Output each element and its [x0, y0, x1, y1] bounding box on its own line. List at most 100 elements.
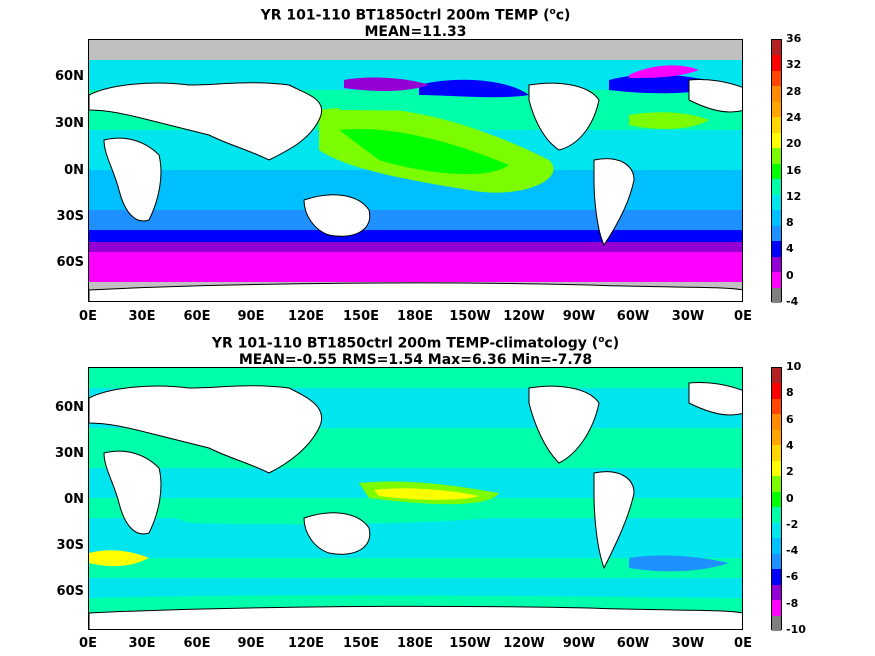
- panel1-lon-11: 30W: [671, 309, 705, 324]
- panel1-colorbar-label: 12: [786, 189, 802, 203]
- panel1-title: YR 101-110 BT1850ctrl 200m TEMP (oc) MEA…: [88, 4, 743, 40]
- panel1-lon-3: 90E: [237, 309, 265, 324]
- panel2-colorbar-swatch: [772, 522, 781, 539]
- panel2-lat-60n: 60N: [55, 400, 84, 415]
- panel2-title: YR 101-110 BT1850ctrl 200m TEMP-climatol…: [88, 332, 743, 368]
- panel2-lat-0n: 0N: [64, 492, 84, 507]
- panel1-colorbar-swatch: [772, 117, 781, 133]
- panel1-colorbar-label: 32: [786, 58, 802, 72]
- panel2-lon-1: 30E: [128, 636, 156, 651]
- panel2-lat-30s: 30S: [56, 538, 84, 553]
- panel1-lon-4: 120E: [287, 309, 325, 324]
- panel2-lon-0: 0E: [79, 636, 97, 651]
- panel1-colorbar-swatch: [772, 179, 781, 195]
- panel2-lon-5: 150E: [342, 636, 380, 651]
- panel2-lon-7: 150W: [449, 636, 491, 651]
- panel1-lon-9: 90W: [562, 309, 596, 324]
- panel1-lat-30n: 30N: [55, 116, 84, 131]
- panel2-colorbar: [771, 367, 782, 631]
- panel2-colorbar-swatch: [772, 398, 781, 415]
- panel2-colorbar-label: -4: [786, 544, 799, 558]
- panel1-title-unit: c): [555, 7, 571, 24]
- panel1-colorbar-swatch: [772, 287, 781, 303]
- panel2-colorbar-label: 10: [786, 360, 802, 373]
- panel2-lon-3: 90E: [237, 636, 265, 651]
- panel2-map: [88, 367, 743, 630]
- panel1-lon-6: 180E: [396, 309, 434, 324]
- panel1-colorbar-label: -4: [786, 295, 799, 308]
- panel1-lon-10: 60W: [616, 309, 650, 324]
- panel2-title-unit: c): [604, 335, 620, 352]
- panel1-subtitle: MEAN=11.33: [364, 23, 467, 40]
- panel2-lon-10: 60W: [616, 636, 650, 651]
- panel2-lon-8: 120W: [503, 636, 545, 651]
- panel1-lat-30s: 30S: [56, 209, 84, 224]
- panel1-colorbar-label: 24: [786, 110, 802, 124]
- panel2-colorbar-label: 4: [786, 438, 794, 452]
- panel1-colorbar-label: 16: [786, 163, 802, 177]
- panel1-lat-60n: 60N: [55, 69, 84, 84]
- panel2-colorbar-swatch: [772, 491, 781, 508]
- panel2-field: [89, 368, 742, 629]
- panel1-colorbar-swatch: [772, 86, 781, 102]
- panel1-lat-0n: 0N: [64, 163, 84, 178]
- panel2-colorbar-swatch: [772, 600, 781, 616]
- panel2-colorbar-swatch: [772, 429, 781, 446]
- panel2-colorbar-swatch: [772, 383, 781, 399]
- panel1-lon-1: 30E: [128, 309, 156, 324]
- panel1-lat-60s: 60S: [56, 255, 84, 270]
- panel1-title-sup: o: [549, 7, 556, 17]
- panel1-map: [88, 39, 743, 302]
- panel2-subtitle: MEAN=-0.55 RMS=1.54 Max=6.36 Min=-7.78: [238, 351, 593, 368]
- panel2-colorbar-swatch: [772, 569, 781, 585]
- panel1-lon-7: 150W: [449, 309, 491, 324]
- panel2-lon-6: 180E: [396, 636, 434, 651]
- panel2-title-text: YR 101-110 BT1850ctrl 200m TEMP-climatol…: [211, 335, 599, 352]
- panel2-colorbar-label: 8: [786, 386, 794, 400]
- panel1-colorbar-swatch: [772, 225, 781, 242]
- panel2-colorbar-label: 0: [786, 491, 794, 505]
- panel2-colorbar-swatch: [772, 368, 781, 384]
- panel2-colorbar-label: 6: [786, 412, 794, 426]
- panel2-colorbar-swatch: [772, 414, 781, 430]
- panel2-colorbar-label: -10: [786, 623, 806, 636]
- panel2-lat-60s: 60S: [56, 584, 84, 599]
- panel1-lon-5: 150E: [342, 309, 380, 324]
- panel2-lat-30n: 30N: [55, 446, 84, 461]
- panel2-colorbar-swatch: [772, 538, 781, 554]
- panel2-colorbar-swatch: [772, 553, 781, 570]
- panel1-colorbar-label: 4: [786, 242, 794, 256]
- panel1-colorbar-swatch: [772, 70, 781, 87]
- panel2-colorbar-label: -6: [786, 570, 799, 584]
- panel1-colorbar-label: 20: [786, 137, 802, 151]
- panel1-field: [89, 40, 742, 301]
- panel2-colorbar-swatch: [772, 615, 781, 631]
- panel2-lon-9: 90W: [562, 636, 596, 651]
- panel1-colorbar-swatch: [772, 272, 781, 288]
- panel2-colorbar-label: 2: [786, 465, 794, 479]
- panel1-colorbar: [771, 39, 782, 303]
- panel2-colorbar-swatch: [772, 476, 781, 492]
- panel1-colorbar-swatch: [772, 210, 781, 226]
- panel1-colorbar-label: 36: [786, 32, 802, 45]
- panel1-lon-0: 0E: [79, 309, 97, 324]
- panel2-lon-12: 0E: [734, 636, 752, 651]
- panel1-colorbar-swatch: [772, 40, 781, 56]
- panel1-lon-8: 120W: [503, 309, 545, 324]
- panel2-colorbar-label: -8: [786, 596, 799, 610]
- panel1-colorbar-swatch: [772, 256, 781, 273]
- panel2-colorbar-swatch: [772, 507, 781, 523]
- panel1-colorbar-label: 28: [786, 84, 802, 98]
- panel1-colorbar-swatch: [772, 55, 781, 71]
- panel2-lon-4: 120E: [287, 636, 325, 651]
- panel1-colorbar-label: 8: [786, 216, 794, 230]
- panel1-colorbar-swatch: [772, 101, 781, 118]
- panel2-colorbar-swatch: [772, 584, 781, 601]
- panel2-lon-11: 30W: [671, 636, 705, 651]
- panel1-lon-12: 0E: [734, 309, 752, 324]
- panel1-colorbar-swatch: [772, 163, 781, 180]
- panel1-lon-2: 60E: [183, 309, 211, 324]
- panel1-colorbar-swatch: [772, 148, 781, 164]
- panel2-lon-2: 60E: [183, 636, 211, 651]
- panel1-colorbar-label: 0: [786, 268, 794, 282]
